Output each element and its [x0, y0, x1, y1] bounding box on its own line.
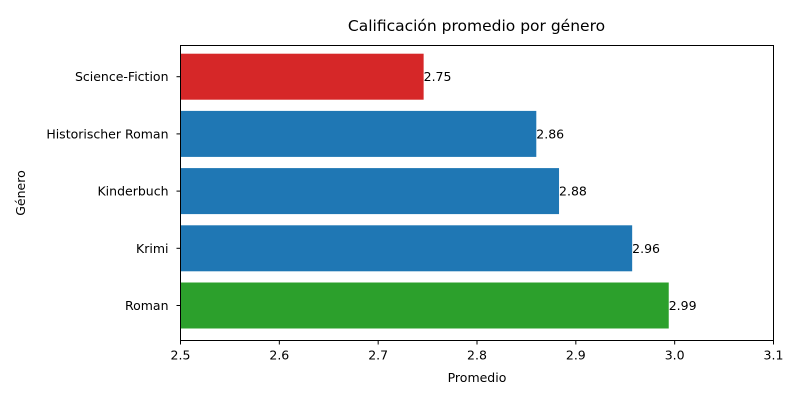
- x-axis-label: Promedio: [448, 370, 507, 385]
- x-tick-label: 2.9: [566, 348, 586, 363]
- bar-historischer-roman: [180, 110, 537, 157]
- bar-roman: [180, 282, 669, 329]
- x-tick-label: 2.5: [171, 348, 191, 363]
- y-axis-label: Género: [13, 170, 28, 216]
- y-axis-ticks: Roman Krimi Kinderbuch Historischer Roman Sc…: [46, 69, 181, 313]
- x-axis-ticks: 2.5 2.6 2.7 2.8 2.9 3.0 3.1: [171, 340, 784, 363]
- y-tick-label-kinderbuch: Kinderbuch: [97, 184, 168, 199]
- bar-kinderbuch: [180, 168, 560, 215]
- x-tick-label: 3.1: [764, 348, 784, 363]
- chart-title: Calificación promedio por género: [348, 17, 605, 35]
- data-label-krimi: 2.96: [632, 241, 660, 256]
- bar-krimi: [180, 225, 633, 272]
- bar-science-fiction: [180, 53, 424, 100]
- data-label-roman: 2.99: [669, 298, 697, 313]
- x-tick-label: 2.7: [368, 348, 388, 363]
- bars: [180, 53, 669, 329]
- data-label-science-fiction: 2.75: [424, 69, 452, 84]
- x-tick-label: 2.6: [269, 348, 289, 363]
- data-label-historischer-roman: 2.86: [536, 126, 564, 141]
- y-tick-label-historischer-roman: Historischer Roman: [46, 126, 168, 141]
- data-labels: 2.99 2.96 2.88 2.86 2.75: [424, 69, 697, 313]
- y-tick-label-roman: Roman: [125, 298, 169, 313]
- y-tick-label-science-fiction: Science-Fiction: [75, 69, 169, 84]
- data-label-kinderbuch: 2.88: [559, 184, 587, 199]
- y-tick-label-krimi: Krimi: [136, 241, 168, 256]
- x-tick-label: 2.8: [467, 348, 487, 363]
- x-tick-label: 3.0: [665, 348, 685, 363]
